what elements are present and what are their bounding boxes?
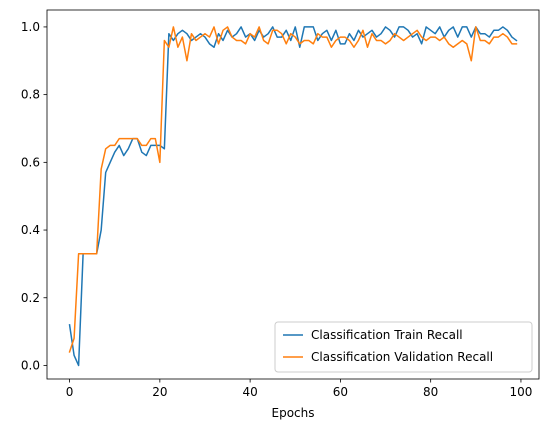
y-tick-label: 0.8: [21, 88, 40, 102]
series-line-train-recall: [68, 26, 518, 367]
y-tick-label: 0.2: [21, 291, 40, 305]
series-line-validation-recall: [68, 26, 518, 353]
x-axis-ticks: 0 20 40 60 80 100: [66, 379, 532, 399]
legend-label-train: Classification Train Recall: [311, 328, 463, 342]
legend-label-validation: Classification Validation Recall: [311, 350, 493, 364]
y-tick-label: 0.6: [21, 155, 40, 169]
x-tick-label: 0: [66, 385, 74, 399]
y-tick-label: 1.0: [21, 20, 40, 34]
x-tick-label: 20: [152, 385, 167, 399]
y-tick-label: 0.4: [21, 223, 40, 237]
y-axis-ticks: 0.0 0.2 0.4 0.6 0.8 1.0: [21, 20, 47, 372]
x-tick-label: 60: [333, 385, 348, 399]
axes-frame: [46, 9, 540, 380]
x-tick-label: 40: [242, 385, 257, 399]
x-tick-label: 100: [509, 385, 532, 399]
x-tick-label: 80: [423, 385, 438, 399]
y-tick-label: 0.0: [21, 358, 40, 372]
plot-area: [68, 26, 518, 367]
legend: Classification Train Recall Classificati…: [274, 321, 533, 373]
x-axis-label: Epochs: [272, 406, 315, 420]
legend-box: [274, 321, 533, 373]
